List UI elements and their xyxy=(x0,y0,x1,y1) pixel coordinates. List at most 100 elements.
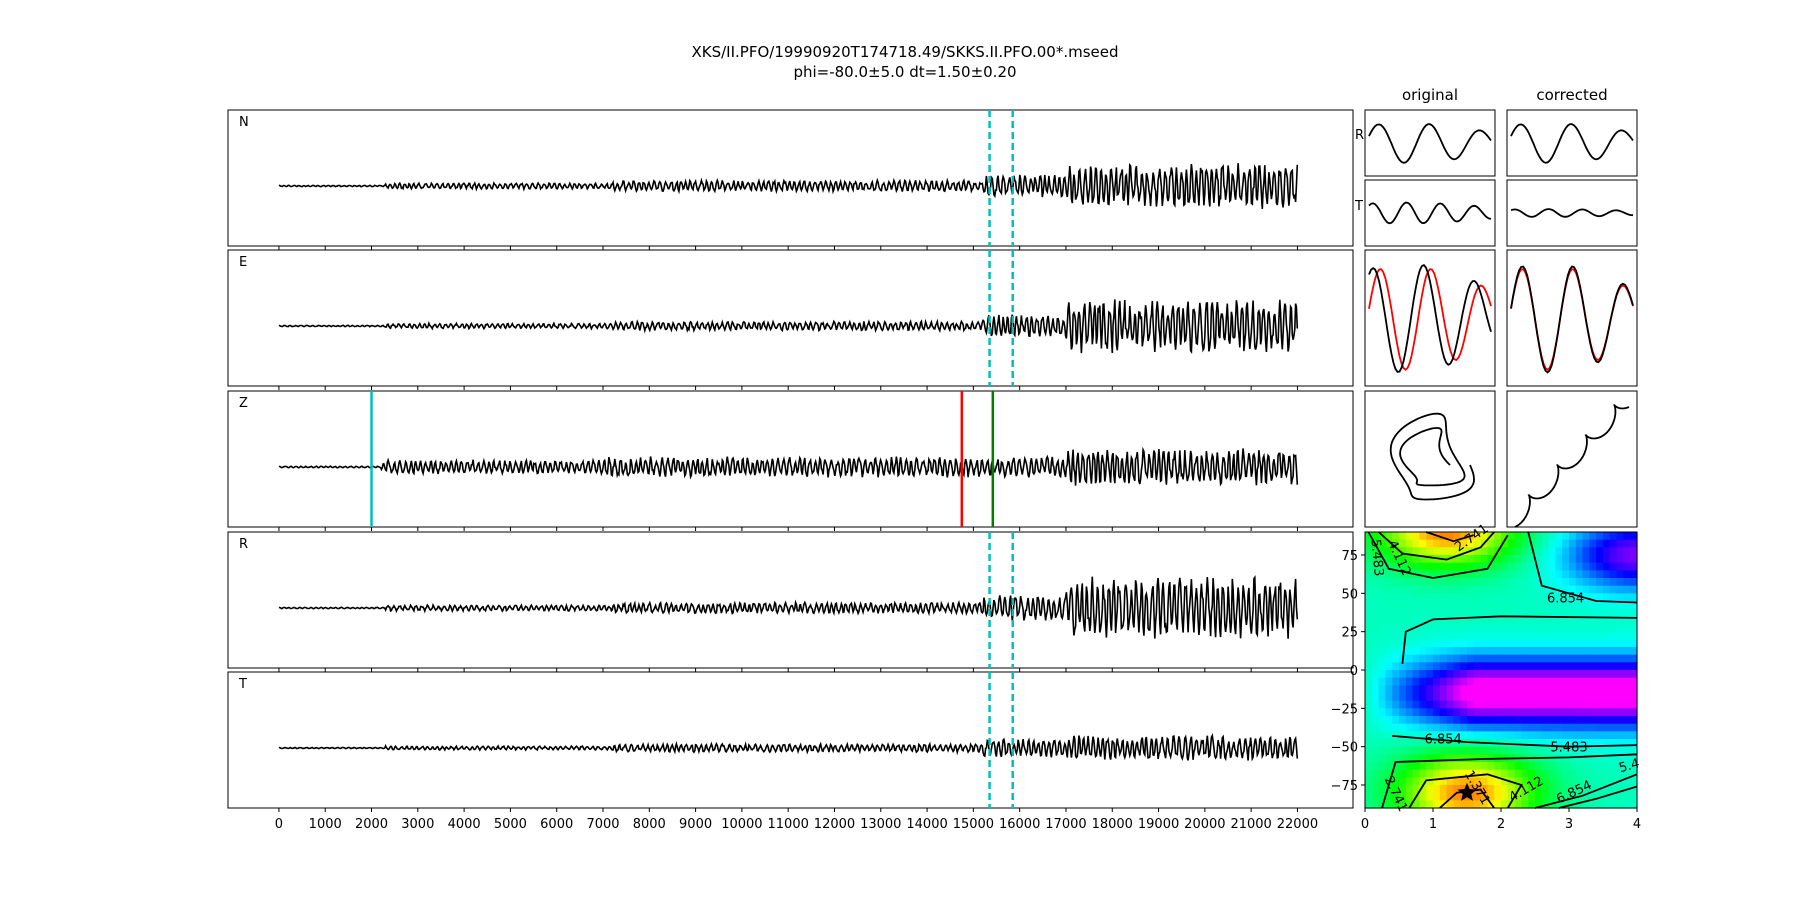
heatmap-cell xyxy=(1473,562,1482,571)
heatmap-cell xyxy=(1501,708,1509,717)
heatmap-cell xyxy=(1480,601,1488,610)
heatmap-cell xyxy=(1473,547,1482,556)
heatmap-cell xyxy=(1521,570,1529,579)
heatmap-cell xyxy=(1630,739,1638,748)
heatmap-cell xyxy=(1596,532,1604,541)
heatmap-cell xyxy=(1365,662,1373,671)
heatmap-cell xyxy=(1473,654,1482,663)
heatmap-cell xyxy=(1521,539,1529,548)
heatmap-cell xyxy=(1419,769,1427,778)
heatmap-cell xyxy=(1548,570,1556,579)
heatmap-cell xyxy=(1582,585,1590,594)
heatmap-cell xyxy=(1378,562,1386,571)
heatmap-cell xyxy=(1569,685,1577,694)
particle-motion-panels: original corrected R T xyxy=(1354,86,1638,528)
heatmap-cell xyxy=(1616,631,1624,640)
heatmap-cell xyxy=(1548,777,1556,786)
heatmap-cell xyxy=(1541,685,1550,694)
contour-line xyxy=(1367,531,1509,579)
heatmap-cell xyxy=(1596,677,1604,686)
heatmap-cell xyxy=(1501,777,1509,786)
heatmap-cell xyxy=(1514,792,1522,801)
heatmap-cell xyxy=(1548,769,1556,778)
trace-panel-frame xyxy=(227,531,1354,669)
heatmap-cell xyxy=(1575,677,1584,686)
x-tick-label: 6000 xyxy=(540,817,573,832)
heatmap-cell xyxy=(1446,754,1454,763)
heatmap-cell xyxy=(1460,716,1468,725)
heatmap-cell xyxy=(1385,654,1393,663)
heatmap-cell xyxy=(1412,585,1420,594)
heatmap-cell xyxy=(1419,762,1427,771)
heatmap-cell xyxy=(1480,685,1488,694)
heatmap-cell xyxy=(1562,654,1570,663)
heatmap-cell xyxy=(1596,639,1604,648)
heatmap-cell xyxy=(1446,716,1454,725)
heatmap-cell xyxy=(1371,670,1380,679)
heatmap-cell xyxy=(1371,532,1380,541)
heatmap-cell xyxy=(1562,562,1570,571)
heatmap-cell xyxy=(1426,700,1434,709)
heatmap-cell xyxy=(1439,654,1448,663)
heatmap-cell xyxy=(1603,639,1611,648)
heatmap-cell xyxy=(1460,670,1468,679)
heatmap-cell xyxy=(1378,624,1386,633)
contour-line xyxy=(1534,773,1638,809)
heatmap-cell xyxy=(1392,800,1400,809)
heatmap-cell xyxy=(1385,754,1393,763)
heatmap-cell xyxy=(1616,792,1624,801)
heatmap-cell xyxy=(1623,769,1631,778)
heatmap-cell xyxy=(1548,562,1556,571)
heatmap-cell xyxy=(1501,631,1509,640)
heatmap-cell xyxy=(1528,562,1536,571)
heatmap-cell xyxy=(1494,693,1502,702)
heatmap-cell xyxy=(1433,777,1441,786)
heatmap-cell xyxy=(1392,708,1400,717)
heatmap-cell xyxy=(1630,708,1638,717)
heatmap-cell xyxy=(1405,769,1414,778)
heatmap-cell xyxy=(1507,670,1516,679)
heatmap-cell xyxy=(1630,662,1638,671)
heatmap-cell xyxy=(1616,547,1624,556)
heatmap-cell xyxy=(1521,654,1529,663)
heatmap-cell xyxy=(1405,708,1414,717)
heatmap-cell xyxy=(1589,608,1597,617)
heatmap-cell xyxy=(1412,539,1420,548)
heatmap-cell xyxy=(1623,601,1631,610)
heatmap-cell xyxy=(1596,547,1604,556)
heatmap-cell xyxy=(1528,639,1536,648)
heatmap-cell xyxy=(1616,670,1624,679)
heatmap-cell xyxy=(1378,716,1386,725)
heatmap-cell xyxy=(1365,593,1373,602)
heatmap-cell xyxy=(1514,685,1522,694)
heatmap-cell xyxy=(1569,769,1577,778)
heatmap-cell xyxy=(1494,662,1502,671)
heatmap-cell xyxy=(1514,647,1522,656)
heatmap-cell xyxy=(1494,716,1502,725)
heatmap-cell xyxy=(1514,670,1522,679)
contour-label: 6.854 xyxy=(1425,733,1462,748)
heatmap-cell xyxy=(1569,631,1577,640)
heatmap-cell xyxy=(1453,785,1461,794)
heatmap-cell xyxy=(1426,685,1434,694)
heatmap-cell xyxy=(1569,777,1577,786)
heatmap-cell xyxy=(1365,754,1373,763)
heatmap-cell xyxy=(1575,578,1584,587)
heatmap-cell xyxy=(1371,700,1380,709)
heatmap-cell xyxy=(1528,624,1536,633)
heatmap-cell xyxy=(1609,769,1618,778)
heatmap-cell xyxy=(1555,631,1563,640)
heatmap-cell xyxy=(1467,624,1475,633)
x-tick-label: 9000 xyxy=(679,817,712,832)
heatmap-cell xyxy=(1575,562,1584,571)
heatmap-cell xyxy=(1501,570,1509,579)
heatmap-cell xyxy=(1460,639,1468,648)
heatmap-cell xyxy=(1596,700,1604,709)
heatmap-cell xyxy=(1582,777,1590,786)
heatmap-cell xyxy=(1521,792,1529,801)
heatmap-cell xyxy=(1507,700,1516,709)
heatmap-cell xyxy=(1405,685,1414,694)
heatmap-cell xyxy=(1596,754,1604,763)
heatmap-cell xyxy=(1582,562,1590,571)
heatmap-cell xyxy=(1507,746,1516,755)
